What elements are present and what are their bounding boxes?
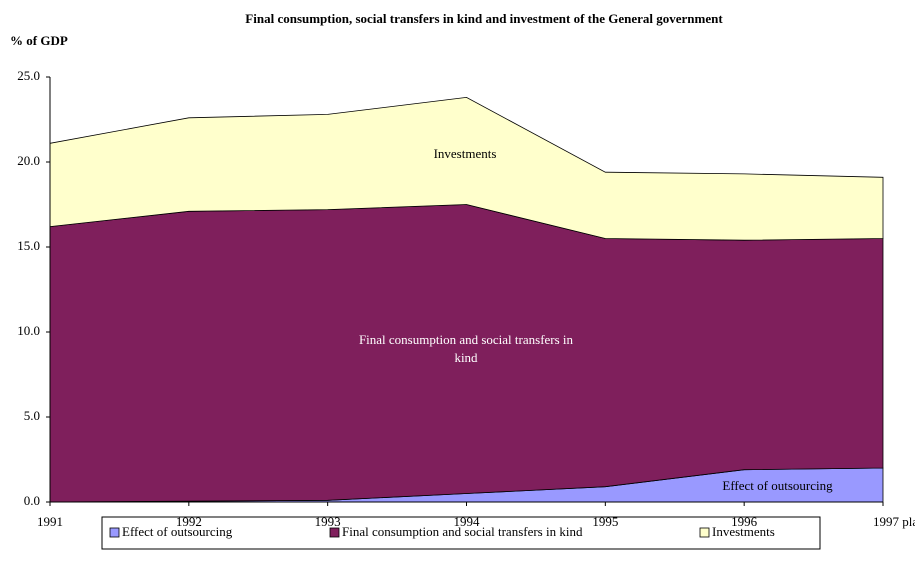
x-tick-label: 1995	[592, 514, 618, 529]
y-tick-label: 15.0	[17, 238, 40, 253]
y-axis-label: % of GDP	[10, 33, 68, 48]
legend-swatch	[329, 527, 340, 538]
x-tick-label: 1997 plan	[873, 514, 915, 529]
legend-label: Effect of outsourcing	[122, 524, 233, 539]
legend-swatch	[699, 527, 710, 538]
y-tick-label: 5.0	[24, 408, 40, 423]
x-tick-label: 1993	[315, 514, 341, 529]
legend-swatch	[109, 527, 120, 538]
annotation: Investments	[433, 146, 497, 161]
area	[49, 96, 884, 241]
x-tick-label: 1991	[37, 514, 63, 529]
x-tick-label: 1994	[454, 514, 481, 529]
x-tick-label: 1996	[731, 514, 758, 529]
legend-label: Investments	[712, 524, 775, 539]
legend-label: Final consumption and social transfers i…	[342, 524, 583, 539]
y-tick-label: 20.0	[17, 153, 40, 168]
y-tick-label: 25.0	[17, 68, 40, 83]
y-tick-label: 0.0	[24, 493, 40, 508]
y-tick-label: 10.0	[17, 323, 40, 338]
x-tick-label: 1992	[176, 514, 202, 529]
chart-title: Final consumption, social transfers in k…	[245, 11, 723, 26]
annotation: Effect of outsourcing	[722, 478, 833, 493]
annotation: Final consumption and social transfers i…	[358, 332, 574, 365]
